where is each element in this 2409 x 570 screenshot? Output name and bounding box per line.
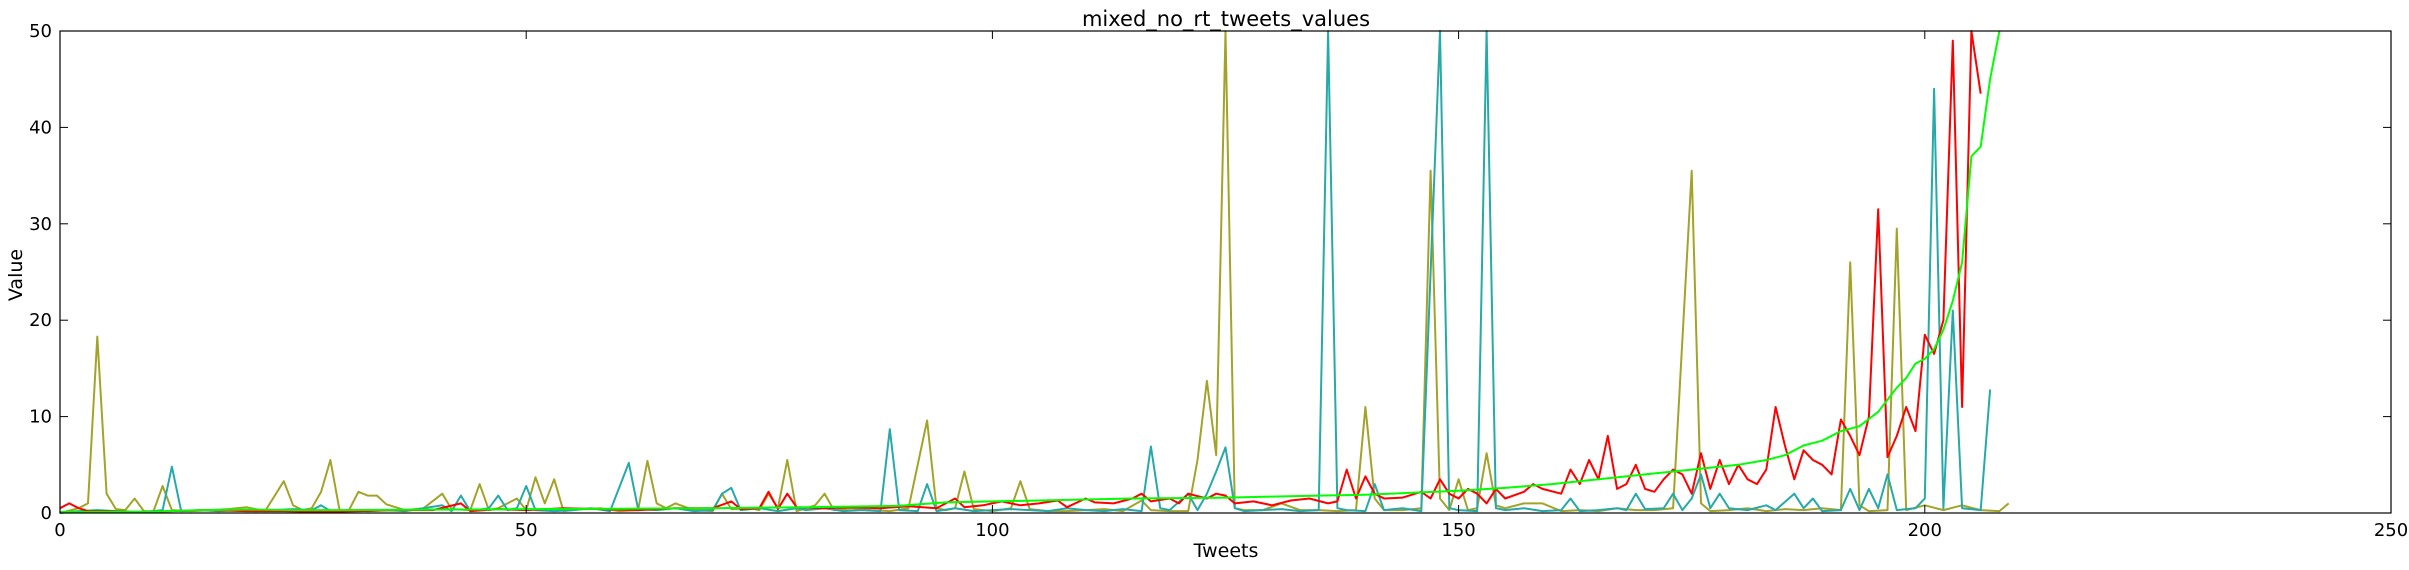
x-tick-label: 100: [975, 520, 1009, 541]
x-tick-label: 200: [1908, 520, 1942, 541]
x-tick-label: 0: [54, 520, 65, 541]
y-tick-label: 0: [41, 503, 52, 524]
x-tick-label: 250: [2374, 520, 2408, 541]
plot-frame: [59, 30, 2392, 514]
chart-title: mixed_no_rt_tweets_values: [1082, 7, 1370, 32]
x-axis-label: Tweets: [1193, 540, 1259, 562]
series-line-3: [59, 30, 1982, 513]
y-axis-label: Value: [5, 249, 27, 301]
y-tick-label: 40: [29, 117, 52, 138]
x-tick-label: 150: [1441, 520, 1475, 541]
series-line-4: [59, 30, 2001, 513]
y-tick-label: 50: [29, 21, 52, 42]
series-line-1: [59, 30, 2010, 514]
y-tick-label: 10: [29, 407, 52, 428]
tick-layer: 0 50 100 150 200 250 0 10 20 30 40 50: [29, 21, 2408, 541]
series-line-2: [59, 30, 1992, 514]
series-layer: [59, 30, 2010, 514]
x-tick-label: 50: [515, 520, 538, 541]
y-tick-label: 30: [29, 214, 52, 235]
y-tick-label: 20: [29, 310, 52, 331]
